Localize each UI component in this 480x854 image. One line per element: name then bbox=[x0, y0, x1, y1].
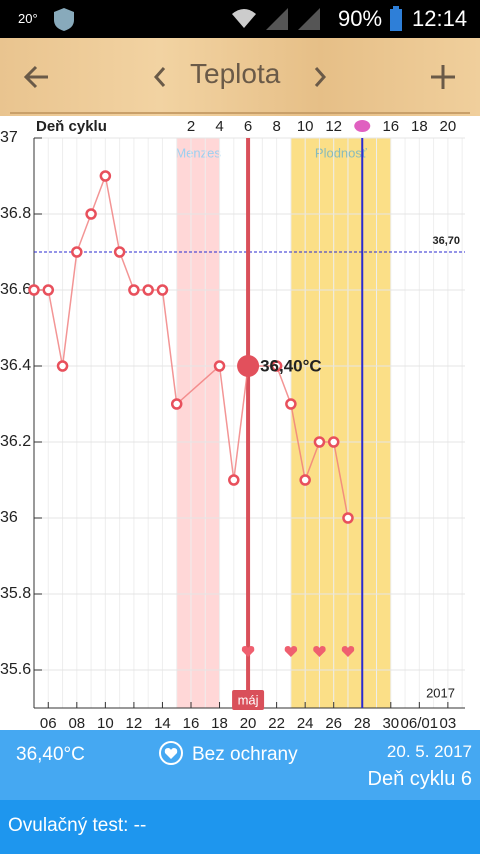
ovulation-panel: Ovulačný test: -- bbox=[0, 800, 480, 854]
heart bbox=[284, 646, 298, 657]
data-point bbox=[42, 284, 55, 296]
y-tick-label: 36.2 bbox=[0, 433, 31, 450]
x-tick-label: 26 bbox=[325, 715, 342, 730]
heart bbox=[313, 646, 326, 657]
cycle-day-label: 18 bbox=[411, 118, 428, 135]
shield-icon bbox=[54, 8, 74, 31]
y-tick-label: 35.6 bbox=[0, 661, 31, 678]
ovulation-test[interactable]: Ovulačný test: -- bbox=[8, 815, 147, 836]
chart: Deň cyklu Menzes Plodnosť 37 36.8 36.6 36.4 36… bbox=[0, 118, 465, 730]
band bbox=[290, 138, 391, 708]
x-tick-label: 22 bbox=[268, 715, 285, 730]
year-label: 2017 bbox=[426, 685, 455, 700]
band-label: Menzes bbox=[175, 145, 221, 160]
data-point bbox=[342, 512, 354, 524]
x-tick-label: 03 bbox=[440, 715, 457, 730]
today-tag bbox=[232, 690, 265, 710]
y-tick-label: 36.4 bbox=[0, 357, 31, 374]
heart bbox=[241, 646, 255, 657]
data-point bbox=[213, 360, 226, 372]
cycle-day-label: 8 bbox=[272, 118, 280, 135]
data-point bbox=[99, 170, 112, 182]
data-point bbox=[327, 436, 340, 448]
clock: 12:14 bbox=[412, 6, 468, 31]
x-tick-label: 30 bbox=[382, 715, 399, 730]
divider bbox=[10, 112, 470, 114]
cycle-day-label: 10 bbox=[297, 118, 314, 135]
status-bar: 20° 90% 12:14 bbox=[0, 0, 480, 38]
x-tick-label: 24 bbox=[297, 715, 314, 730]
x-tick-label: 12 bbox=[126, 715, 143, 730]
cycle-day-label: 2 bbox=[187, 118, 195, 135]
toolbar-title: Teplota bbox=[190, 58, 281, 89]
next-button[interactable] bbox=[310, 64, 330, 90]
back-button[interactable] bbox=[22, 62, 52, 92]
x-tick-label: 10 bbox=[97, 715, 114, 730]
data-point bbox=[85, 208, 97, 220]
data-point bbox=[142, 284, 154, 296]
selected-label: 36,40°C bbox=[260, 356, 322, 375]
data-point bbox=[170, 398, 183, 410]
data-point bbox=[71, 246, 83, 258]
data-point bbox=[156, 284, 169, 296]
toolbar: Teplota bbox=[0, 38, 480, 116]
data-point bbox=[270, 360, 283, 372]
date: 20. 5. 2017 bbox=[386, 742, 472, 761]
protection: Bez ochrany bbox=[192, 744, 298, 765]
y-tick-label: 36.6 bbox=[0, 281, 31, 298]
x-tick-label: 28 bbox=[354, 715, 371, 730]
heart-icon bbox=[159, 741, 183, 765]
x-tick-label: 08 bbox=[68, 715, 85, 730]
chart-title: Deň cyklu bbox=[36, 118, 107, 135]
band-label: Plodnosť bbox=[315, 145, 367, 160]
x-tick-label: 06/01 bbox=[401, 715, 439, 730]
data-point bbox=[285, 398, 297, 410]
cycle-day-label: 20 bbox=[440, 118, 457, 135]
y-tick-label: 37 bbox=[0, 129, 18, 146]
today-label: máj bbox=[238, 692, 259, 707]
band bbox=[176, 138, 220, 708]
cycle-day-label: 16 bbox=[382, 118, 399, 135]
data-point bbox=[228, 474, 240, 486]
x-tick-label: 16 bbox=[183, 715, 200, 730]
x-tick-label: 20 bbox=[240, 715, 257, 730]
x-tick-label: 06 bbox=[40, 715, 57, 730]
heart bbox=[341, 646, 355, 657]
data-point bbox=[113, 246, 126, 258]
data-point bbox=[299, 474, 311, 486]
cycle-day: Deň cyklu 6 bbox=[367, 768, 473, 790]
ovulation-icon bbox=[354, 120, 371, 132]
x-tick-label: 18 bbox=[211, 715, 228, 730]
cycle-day-label: 12 bbox=[325, 118, 342, 135]
prev-button[interactable] bbox=[150, 64, 170, 90]
temperature-line bbox=[34, 173, 349, 519]
data-point bbox=[128, 284, 140, 296]
y-tick-label: 35.8 bbox=[0, 585, 31, 602]
signal-icons bbox=[232, 8, 320, 30]
reference-label: 36,70 bbox=[432, 235, 460, 247]
battery: 90% bbox=[338, 6, 383, 31]
x-tick-label: 14 bbox=[154, 715, 171, 730]
weather: 20° bbox=[18, 11, 38, 26]
selected-point bbox=[237, 355, 260, 377]
data-point bbox=[28, 284, 40, 296]
y-tick-label: 36.8 bbox=[0, 205, 31, 222]
data-point bbox=[313, 436, 326, 448]
info-panel: 36,40°C Bez ochrany 20. 5. 2017 Deň cykl… bbox=[0, 730, 480, 800]
cycle-day-label: 4 bbox=[215, 118, 223, 135]
add-button[interactable] bbox=[428, 62, 458, 92]
temperature: 36,40°C bbox=[16, 744, 85, 765]
battery-icon bbox=[390, 6, 402, 31]
y-tick-label: 36 bbox=[0, 509, 18, 526]
data-point bbox=[56, 360, 69, 372]
cycle-day-label: 6 bbox=[244, 118, 252, 135]
